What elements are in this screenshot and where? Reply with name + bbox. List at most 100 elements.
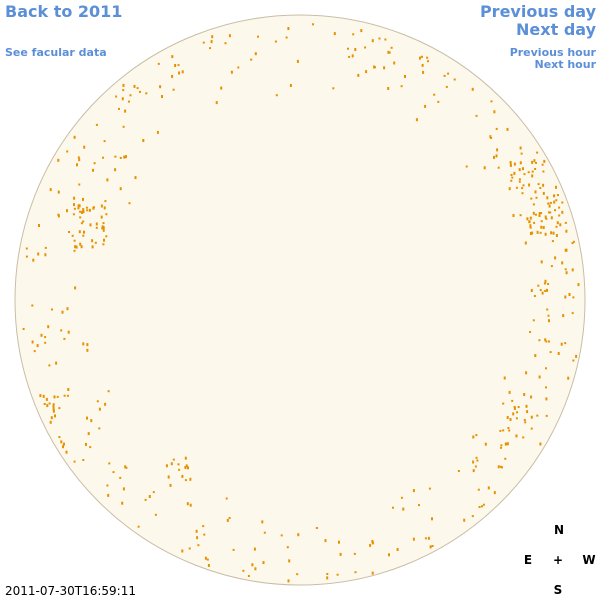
facular-point xyxy=(48,402,51,405)
facular-point xyxy=(86,343,89,347)
facular-point xyxy=(528,183,531,187)
facular-point xyxy=(87,432,90,436)
facular-point xyxy=(78,204,81,208)
facular-point xyxy=(472,435,475,439)
facular-point xyxy=(472,469,475,473)
facular-point xyxy=(171,55,174,59)
facular-point xyxy=(42,394,45,398)
facular-point xyxy=(530,197,533,200)
facular-point xyxy=(122,83,125,87)
facular-point xyxy=(123,155,126,159)
facular-point xyxy=(145,92,148,95)
facular-point xyxy=(427,60,429,63)
facular-point xyxy=(204,556,207,560)
facular-point xyxy=(48,364,51,367)
facular-point xyxy=(388,51,391,54)
facular-point xyxy=(89,223,92,227)
facular-point xyxy=(178,468,181,471)
facular-point xyxy=(522,184,525,187)
previous-day-link[interactable]: Previous day xyxy=(480,2,597,21)
next-day-link[interactable]: Next day xyxy=(516,20,597,39)
facular-point xyxy=(195,529,198,533)
facular-point xyxy=(549,211,552,214)
facular-point xyxy=(73,135,76,139)
facular-point xyxy=(237,66,240,69)
facular-point xyxy=(415,118,418,122)
facular-point xyxy=(112,471,115,474)
facular-point xyxy=(524,421,527,424)
facular-point xyxy=(32,258,35,262)
facular-point xyxy=(515,435,518,438)
facular-point xyxy=(505,442,507,445)
facular-point xyxy=(52,407,55,411)
facular-point xyxy=(296,573,299,576)
facular-point xyxy=(71,234,74,237)
facular-point xyxy=(493,155,495,159)
facular-point xyxy=(215,101,218,105)
facular-point xyxy=(532,211,535,215)
facular-point xyxy=(541,291,544,295)
facular-point xyxy=(539,187,542,189)
facular-point xyxy=(181,549,184,553)
facular-point xyxy=(497,166,500,169)
facular-point xyxy=(72,213,75,216)
facular-point xyxy=(63,394,66,397)
facular-point xyxy=(91,239,94,243)
facular-point xyxy=(315,527,318,529)
facular-point xyxy=(565,248,568,252)
facular-point xyxy=(202,525,205,528)
facular-points xyxy=(22,23,580,583)
facular-point xyxy=(513,162,516,166)
facular-point xyxy=(522,436,525,439)
facular-point xyxy=(114,168,117,172)
facular-point xyxy=(572,240,575,243)
facular-point xyxy=(102,228,105,232)
facular-point xyxy=(508,390,511,394)
facular-point xyxy=(102,243,105,246)
facular-point xyxy=(481,505,483,508)
facular-point xyxy=(536,414,539,417)
facular-point xyxy=(172,88,175,91)
facular-point xyxy=(156,130,159,134)
facular-point xyxy=(79,242,82,246)
facular-point xyxy=(92,168,94,172)
facular-point xyxy=(52,404,55,408)
facular-point xyxy=(540,260,543,264)
facular-point xyxy=(67,330,70,334)
facular-point xyxy=(347,47,349,50)
next-hour-link[interactable]: Next hour xyxy=(535,58,597,71)
facular-point xyxy=(44,341,47,344)
facular-point xyxy=(443,74,446,77)
facular-point xyxy=(95,226,98,229)
facular-point xyxy=(56,395,59,398)
facular-point xyxy=(568,293,571,296)
facular-link[interactable]: See facular data xyxy=(5,46,107,59)
facular-point xyxy=(202,41,205,44)
facular-point xyxy=(220,86,223,90)
facular-point xyxy=(154,513,157,516)
facular-point xyxy=(177,463,180,466)
facular-point xyxy=(521,192,524,195)
facular-point xyxy=(545,367,547,370)
facular-point xyxy=(157,62,160,65)
facular-point xyxy=(564,268,567,271)
facular-point xyxy=(119,476,122,479)
back-link[interactable]: Back to 2011 xyxy=(5,2,122,21)
previous-hour-link[interactable]: Previous hour xyxy=(510,46,597,59)
facular-point xyxy=(52,403,55,406)
facular-point xyxy=(426,56,429,59)
facular-point xyxy=(142,139,145,142)
facular-point xyxy=(525,371,528,375)
facular-point xyxy=(433,93,436,96)
facular-point xyxy=(511,176,514,179)
facular-point xyxy=(545,217,548,220)
facular-point xyxy=(339,552,342,556)
facular-point xyxy=(286,546,289,549)
facular-point xyxy=(546,308,549,311)
facular-point xyxy=(515,417,518,420)
facular-point xyxy=(125,466,128,469)
facular-point xyxy=(404,75,406,78)
facular-point xyxy=(555,234,558,237)
facular-point xyxy=(545,397,548,401)
facular-point xyxy=(37,252,40,256)
